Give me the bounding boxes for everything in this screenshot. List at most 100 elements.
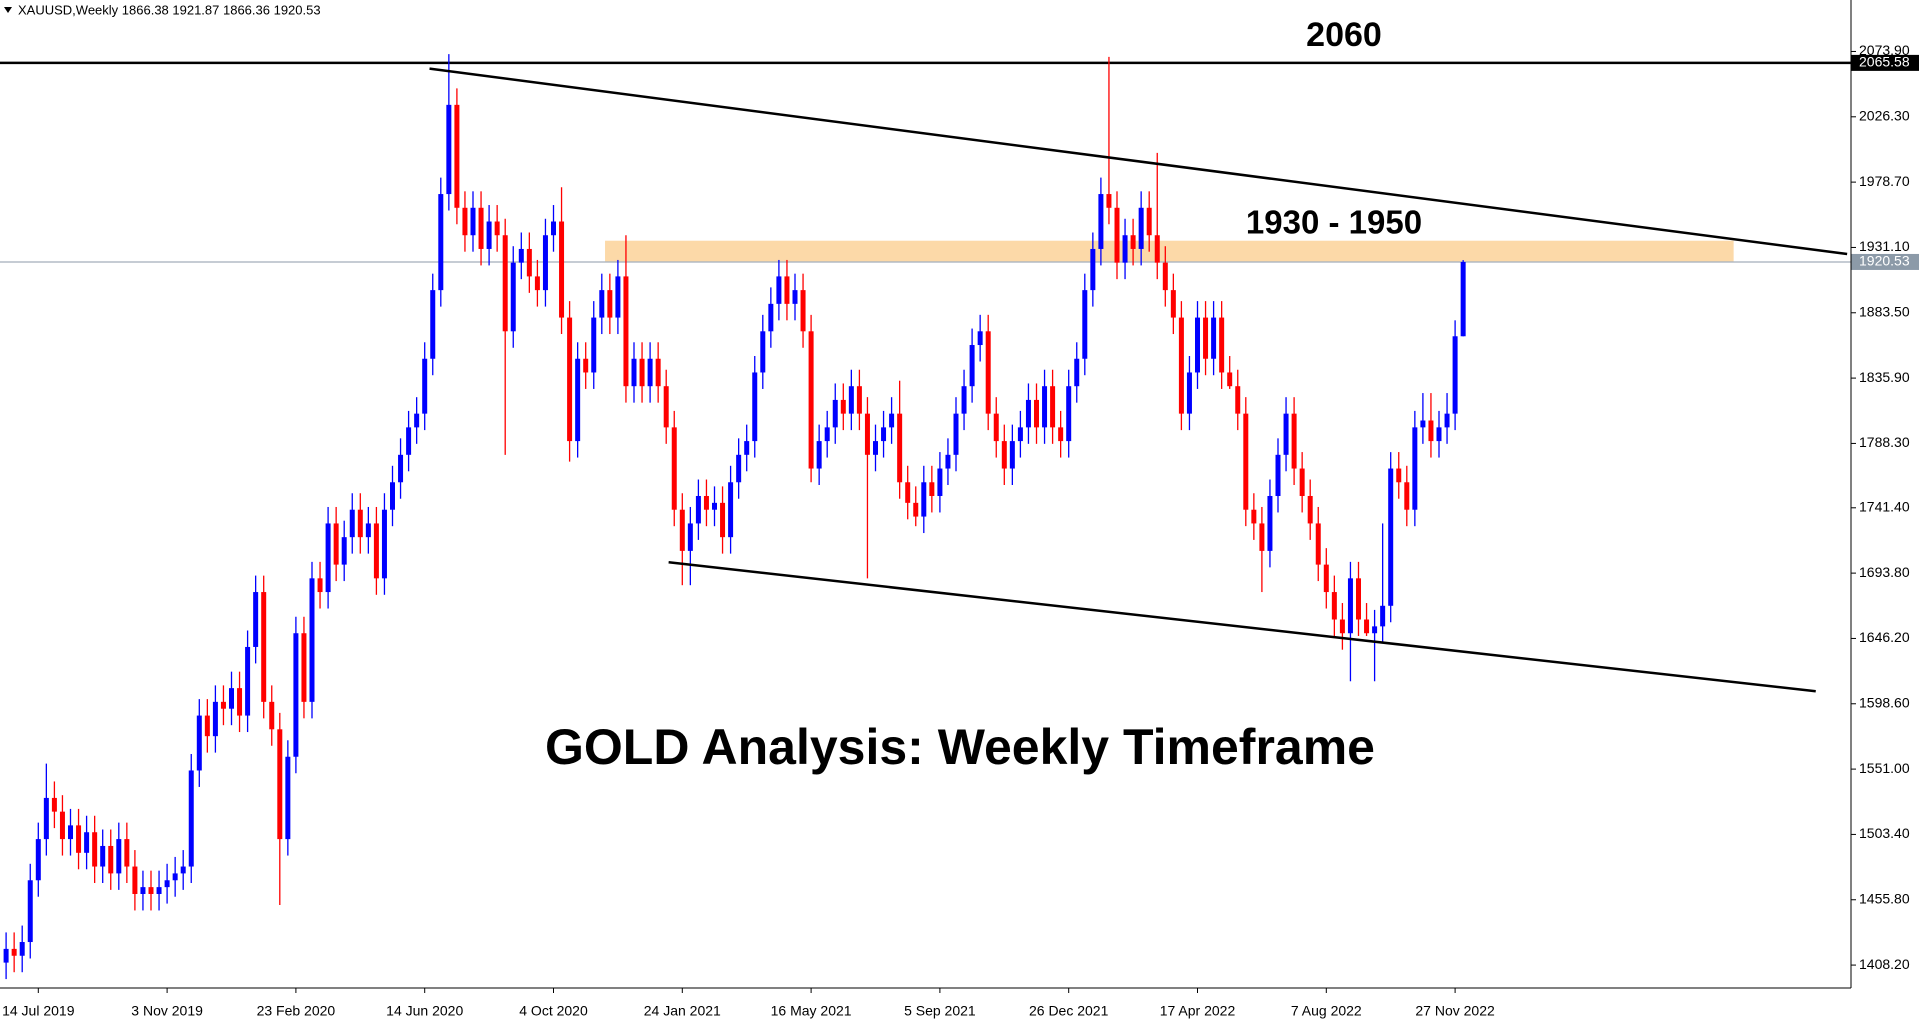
candle-body [1042, 386, 1048, 428]
candle-body [1178, 317, 1184, 414]
candle-body [1195, 317, 1200, 373]
candle-body [615, 276, 621, 318]
candle-body [1259, 523, 1265, 551]
x-tick-label: 14 Jul 2019 [2, 1003, 75, 1019]
trendline-layer [429, 67, 1848, 693]
candle-body [542, 235, 548, 291]
candle-body [687, 523, 693, 551]
candle-body [1307, 495, 1313, 524]
candle-body [953, 413, 959, 455]
candle-body [913, 502, 919, 517]
x-tick-label: 14 Jun 2020 [386, 1003, 463, 1019]
candle-body [518, 248, 524, 263]
candle-body [856, 386, 862, 414]
candle-body [1162, 262, 1168, 291]
candle-body [148, 887, 154, 894]
candle-body [1154, 235, 1160, 263]
candle-body [897, 413, 903, 483]
price-level-box [1851, 253, 1919, 270]
candle-body [212, 701, 218, 737]
candle-body [800, 290, 806, 332]
trendline [429, 67, 1848, 256]
candle-body [381, 509, 387, 579]
x-tick-label: 27 Nov 2022 [1415, 1003, 1495, 1019]
candle-body [1017, 427, 1023, 442]
candle-body [269, 701, 275, 730]
candle-body [108, 845, 114, 874]
candle-body [446, 104, 452, 195]
price-level-label: 1920.53 [1859, 253, 1910, 269]
candle-body [631, 358, 637, 387]
candle-body [1146, 207, 1152, 236]
candle-body [1347, 578, 1353, 634]
candle-body [438, 194, 444, 291]
candle-body [993, 413, 999, 442]
candle-body [655, 358, 661, 387]
candle-body [1452, 336, 1458, 414]
candle-body [365, 523, 371, 538]
candle-body [1211, 317, 1217, 359]
candle-body [11, 948, 17, 956]
candle-body [180, 866, 186, 874]
candle-body [100, 845, 106, 867]
x-tick-label: 23 Feb 2020 [257, 1003, 336, 1019]
candle-body [430, 290, 436, 359]
candle-body [1243, 413, 1249, 510]
candle-body [816, 441, 822, 469]
candle-body [35, 839, 41, 881]
candle-body [333, 523, 339, 565]
candle-body [341, 537, 347, 565]
candle-body [881, 427, 887, 442]
candle-body [583, 358, 589, 373]
candle-body [1396, 468, 1402, 483]
trendline [668, 561, 1816, 693]
candle-body [220, 701, 226, 709]
candle-body [349, 509, 355, 538]
candle-body [124, 839, 130, 867]
y-tick-label: 1455.80 [1859, 890, 1910, 906]
candle-body [695, 495, 701, 524]
candle-body [156, 887, 162, 894]
candle-body [832, 399, 838, 428]
x-tick-label: 24 Jan 2021 [644, 1003, 721, 1019]
candle-body [1356, 578, 1361, 620]
candle-body [454, 104, 460, 208]
chart-title: GOLD Analysis: Weekly Timeframe [545, 719, 1375, 775]
candle-body [317, 578, 323, 593]
candle-body [768, 303, 774, 332]
candle-body [1074, 358, 1080, 387]
candle-body [639, 358, 645, 387]
candle-body [937, 468, 943, 496]
candle-body [1058, 427, 1064, 442]
candle-body [325, 523, 331, 593]
candle-body [1098, 194, 1104, 249]
candle-body [502, 235, 508, 332]
x-tick-label: 3 Nov 2019 [131, 1003, 203, 1019]
candle-body [1066, 386, 1072, 442]
candle-body [188, 770, 194, 867]
candle-body [51, 797, 57, 812]
candle-body [1114, 207, 1120, 263]
candle-body [1388, 468, 1394, 606]
candle-body [422, 358, 428, 414]
candle-body [1428, 420, 1434, 442]
candle-body [977, 331, 983, 346]
candle-body [510, 262, 516, 332]
candle-body [27, 880, 33, 943]
candle-body [728, 482, 734, 538]
y-tick-label: 1788.30 [1859, 434, 1910, 450]
candle-body [1444, 413, 1450, 428]
candle-body [1227, 372, 1233, 387]
candle-body [599, 290, 605, 318]
candle-body [1106, 194, 1112, 208]
candle-body [19, 942, 25, 956]
candle-body [3, 948, 9, 963]
candle-body [985, 331, 991, 414]
y-tick-label: 2073.90 [1859, 42, 1910, 58]
candle-body [591, 317, 597, 373]
candle-body [567, 317, 573, 442]
candle-body [671, 427, 677, 510]
candle-body [1025, 399, 1031, 428]
candle-body [1001, 441, 1007, 469]
candle-body [1299, 468, 1305, 496]
